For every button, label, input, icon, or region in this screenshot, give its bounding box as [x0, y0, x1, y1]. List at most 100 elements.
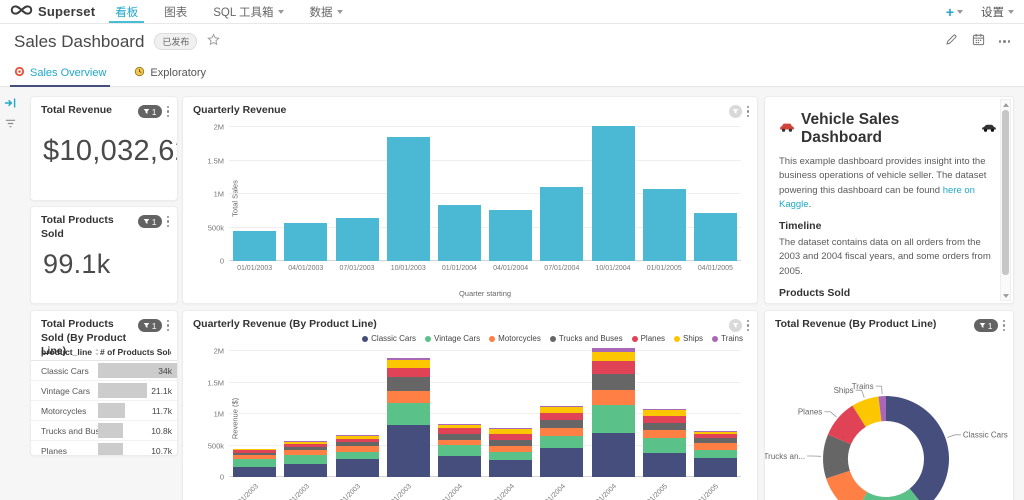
- filter-indicator-icon[interactable]: [728, 319, 742, 332]
- scroll-up-icon[interactable]: [1001, 100, 1010, 109]
- donut-slice-motorcycles[interactable]: [826, 470, 868, 500]
- legend-item-vintage-cars[interactable]: Vintage Cars: [425, 334, 480, 343]
- kebab-menu-icon[interactable]: [166, 215, 169, 228]
- nav-item-看板[interactable]: 看板: [109, 0, 145, 23]
- segment-vintage-cars: [437, 445, 481, 456]
- legend-item-planes[interactable]: Planes: [631, 334, 665, 343]
- label-line: [855, 389, 865, 398]
- bar-04/01/2004[interactable]: [489, 209, 533, 261]
- bar-slot: [485, 351, 536, 477]
- more-actions-icon[interactable]: [998, 40, 1010, 43]
- stacked-bar-01/01/2005[interactable]: [642, 408, 686, 477]
- scroll-down-icon[interactable]: [1001, 291, 1010, 300]
- stacked-bar-04/01/2003[interactable]: [284, 440, 328, 477]
- donut-slice-ships[interactable]: [852, 396, 882, 427]
- superset-brand[interactable]: Superset: [10, 3, 95, 21]
- total-revenue-by-product-line-card: Total Revenue (By Product Line) 1 Classi…: [764, 310, 1014, 500]
- bar-slot: [639, 351, 690, 477]
- column-header-product-line[interactable]: product_line: [41, 347, 100, 357]
- filter-count-badge[interactable]: 1: [973, 319, 998, 332]
- nav-item-SQL 工具箱[interactable]: SQL 工具箱: [213, 0, 284, 23]
- nav-item-图表[interactable]: 图表: [164, 0, 187, 23]
- settings-menu[interactable]: 设置: [981, 4, 1014, 20]
- value-text: 34k: [158, 365, 172, 376]
- bar-10/01/2003[interactable]: [386, 136, 430, 261]
- kaggle-link[interactable]: here on Kaggle: [779, 184, 975, 210]
- chart-title: Quarterly Revenue: [193, 104, 287, 116]
- legend-dot: [712, 335, 719, 342]
- stacked-bar-04/01/2004[interactable]: [489, 428, 533, 477]
- car-icon: [779, 120, 795, 138]
- stacked-bar-10/01/2003[interactable]: [386, 358, 430, 477]
- legend-item-motorcycles[interactable]: Motorcycles: [489, 334, 541, 343]
- bar-10/01/2004[interactable]: [591, 126, 635, 261]
- x-tick: 04/01/2004: [493, 265, 529, 272]
- calendar-icon[interactable]: [972, 33, 985, 51]
- stacked-bar-07/01/2004[interactable]: [540, 406, 584, 477]
- donut-slice-vintage-cars[interactable]: [855, 488, 926, 500]
- table-row-motorcycles[interactable]: Motorcycles 11.7k: [31, 401, 177, 421]
- tab-sales-overview[interactable]: Sales Overview: [9, 59, 111, 87]
- favorite-star-icon[interactable]: [207, 32, 221, 51]
- legend-item-trains[interactable]: Trains: [712, 334, 743, 343]
- legend-item-trucks-and-buses[interactable]: Trucks and Buses: [549, 334, 623, 343]
- kebab-menu-icon[interactable]: [166, 319, 169, 332]
- stacked-bar-01/01/2003[interactable]: [233, 448, 277, 477]
- nav-item-数据[interactable]: 数据: [310, 0, 343, 23]
- kebab-menu-icon[interactable]: [746, 105, 749, 118]
- column-header-products-sold[interactable]: # of Products Sold: [100, 347, 171, 357]
- bar-07/01/2003[interactable]: [335, 217, 379, 261]
- bar-01/01/2003[interactable]: [233, 231, 277, 261]
- filter-count-badge[interactable]: 1: [137, 319, 162, 332]
- segment-planes: [284, 444, 328, 448]
- filter-list-icon[interactable]: [5, 116, 16, 134]
- donut-slice-trucks-and-buses[interactable]: [823, 434, 851, 479]
- bar-04/01/2005[interactable]: [693, 213, 737, 261]
- segment-vintage-cars: [693, 450, 737, 459]
- table-row-vintage-cars[interactable]: Vintage Cars 21.1k: [31, 381, 177, 401]
- new-item-button[interactable]: +: [946, 4, 963, 20]
- kebab-menu-icon[interactable]: [746, 319, 749, 332]
- scrollbar[interactable]: [1000, 99, 1011, 301]
- bar-slot: [331, 127, 382, 261]
- legend-item-ships[interactable]: Ships: [674, 334, 703, 343]
- bars: [229, 348, 741, 477]
- segment-planes: [591, 361, 635, 375]
- x-tick: 04/01/2003: [281, 483, 311, 500]
- filter-count-badge[interactable]: 1: [137, 215, 162, 228]
- donut-slice-trains[interactable]: [878, 396, 886, 422]
- segment-planes: [693, 434, 737, 439]
- donut-slice-planes[interactable]: [827, 405, 866, 445]
- published-badge[interactable]: 已发布: [154, 33, 198, 50]
- stacked-bar-04/01/2005[interactable]: [693, 430, 737, 477]
- stacked-bar-10/01/2004[interactable]: [591, 348, 635, 477]
- kebab-menu-icon[interactable]: [1002, 319, 1005, 332]
- kebab-menu-icon[interactable]: [166, 105, 169, 118]
- stacked-bar-01/01/2004[interactable]: [437, 423, 481, 477]
- bar-slot: [434, 127, 485, 261]
- segment-planes: [233, 450, 277, 453]
- donut-slice-classic-cars[interactable]: [886, 396, 949, 500]
- expand-filter-bar-icon[interactable]: [4, 96, 16, 114]
- bar-01/01/2005[interactable]: [642, 189, 686, 261]
- legend-label: Ships: [683, 334, 704, 343]
- stacked-bar-07/01/2003[interactable]: [335, 435, 379, 477]
- segment-vintage-cars: [233, 459, 277, 467]
- scroll-thumb[interactable]: [1002, 110, 1009, 275]
- bar-04/01/2003[interactable]: [284, 223, 328, 261]
- table-row-classic-cars[interactable]: Classic Cars 34k: [31, 361, 177, 381]
- quarterly-revenue-plot[interactable]: Total Sales 0 500k 1M 1.5M 2M 01/01/2003 04/01…: [207, 123, 741, 272]
- table-row-trucks-and-buses[interactable]: Trucks and Buses 10.8k: [31, 421, 177, 441]
- bar-01/01/2004[interactable]: [437, 205, 481, 261]
- bar-07/01/2004[interactable]: [540, 186, 584, 261]
- legend-item-classic-cars[interactable]: Classic Cars: [362, 334, 416, 343]
- segment-vintage-cars: [540, 436, 584, 448]
- filter-count-badge[interactable]: 1: [137, 105, 162, 118]
- table-row-planes[interactable]: Planes 10.7k: [31, 441, 177, 455]
- edit-pencil-icon[interactable]: [945, 33, 958, 51]
- segment-planes: [489, 434, 533, 441]
- filter-indicator-icon[interactable]: [728, 105, 742, 118]
- segment-trucks-and-buses: [284, 447, 328, 451]
- tab-exploratory[interactable]: Exploratory: [134, 59, 206, 86]
- stacked-revenue-plot[interactable]: Revenue ($) 0 500k 1M 1.5M 2M 01/01/2003 04/01…: [207, 347, 741, 500]
